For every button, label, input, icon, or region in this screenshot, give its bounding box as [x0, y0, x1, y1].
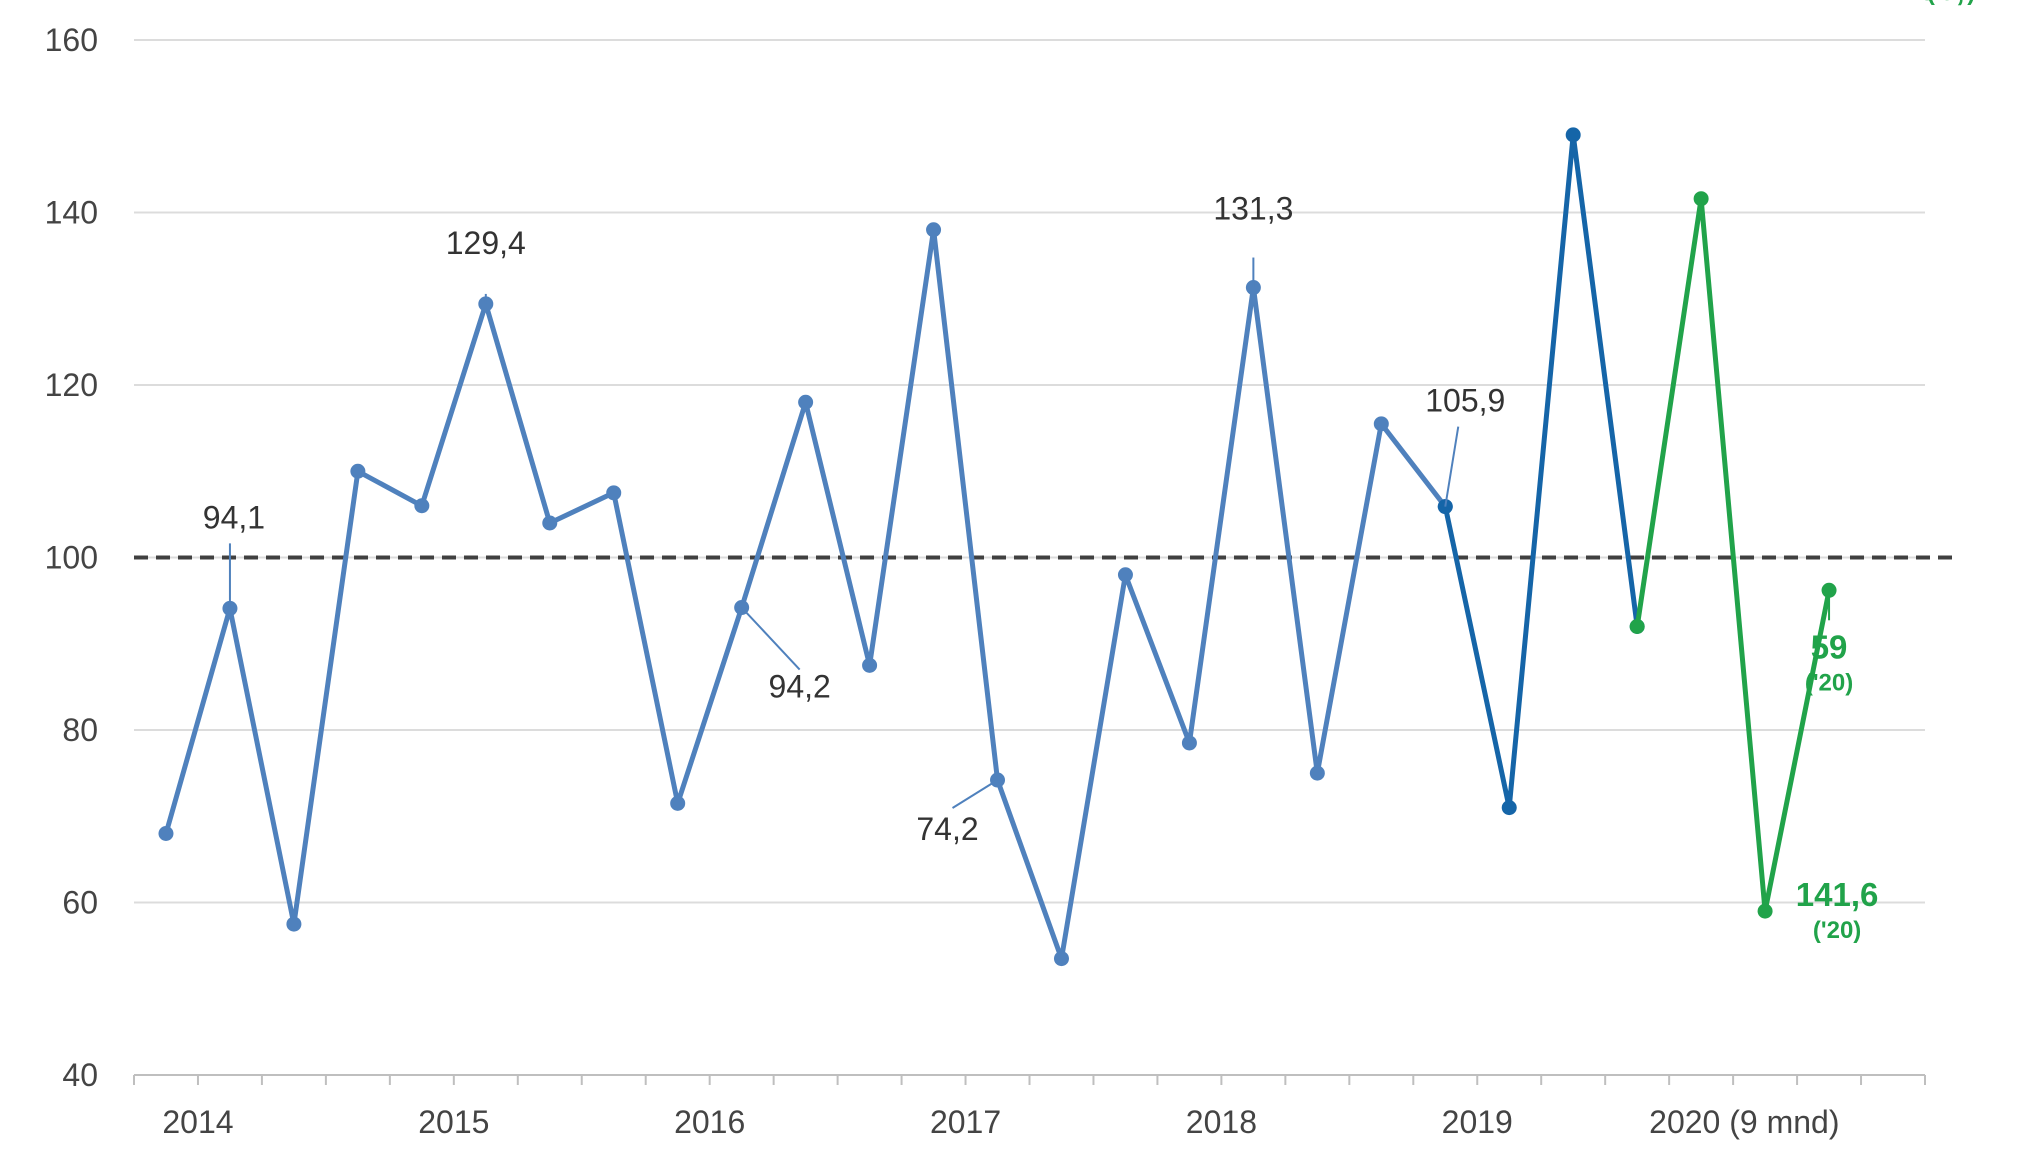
- data-point-0-2: [286, 916, 302, 932]
- series-line-2: [1634, 196, 1832, 914]
- data-point-2-1: [1693, 191, 1709, 207]
- data-point-0-8: [670, 795, 686, 811]
- data-point-0-19: [1373, 416, 1389, 432]
- data-label-4: 131,3: [1213, 191, 1293, 227]
- highlight-sublabel-1: ('20): [1805, 669, 1853, 696]
- highlight-sublabel-2: ('20): [1927, 0, 1975, 6]
- data-point-2-2: [1757, 903, 1773, 919]
- y-tick-label-60: 60: [62, 885, 98, 921]
- data-label-5: 105,9: [1425, 383, 1505, 419]
- highlight-sublabel-0: ('20): [1813, 917, 1861, 944]
- series-line-0: [163, 227, 1448, 962]
- x-tick-label-4: 2018: [1186, 1104, 1257, 1140]
- y-tick-label-100: 100: [45, 540, 98, 576]
- annotation-leader-3: [951, 779, 999, 809]
- data-point-1-2: [1565, 127, 1581, 143]
- data-point-0-4: [414, 498, 430, 514]
- data-point-0-15: [1117, 567, 1133, 583]
- x-tick-label-2: 2016: [674, 1104, 745, 1140]
- data-label-1: 129,4: [446, 225, 526, 261]
- data-label-3: 74,2: [916, 811, 978, 847]
- data-point-2-0: [1629, 619, 1645, 634]
- x-tick-label-1: 2015: [418, 1104, 489, 1140]
- highlight-label-0: 141,6: [1796, 876, 1879, 913]
- annotation-leader-2: [740, 606, 801, 671]
- x-tick-label-6: 2020 (9 mnd): [1649, 1104, 1839, 1140]
- data-point-0-18: [1309, 765, 1325, 781]
- data-point-0-10: [798, 394, 814, 410]
- x-tick-label-3: 2017: [930, 1104, 1001, 1140]
- y-tick-label-160: 160: [45, 22, 98, 58]
- data-label-0: 94,1: [203, 499, 265, 535]
- highlight-label-2: 96,2: [1919, 0, 1983, 7]
- data-point-0-6: [542, 515, 558, 531]
- data-label-2: 94,2: [769, 669, 831, 705]
- y-tick-label-120: 120: [45, 367, 98, 403]
- y-tick-label-40: 40: [62, 1057, 98, 1093]
- y-tick-label-140: 140: [45, 195, 98, 231]
- highlight-label-1: 59: [1811, 628, 1848, 665]
- annotation-leader-5: [1444, 426, 1460, 507]
- data-point-0-16: [1181, 735, 1197, 751]
- data-point-0-11: [862, 657, 878, 673]
- x-tick-label-0: 2014: [162, 1104, 233, 1140]
- data-point-0-7: [606, 485, 622, 501]
- x-tick-label-5: 2019: [1442, 1104, 1513, 1140]
- data-point-0-3: [350, 463, 366, 479]
- series-line-1: [1442, 132, 1640, 811]
- data-point-0-0: [158, 826, 174, 841]
- data-point-1-1: [1501, 800, 1517, 816]
- data-point-0-12: [926, 222, 942, 238]
- data-point-0-14: [1053, 951, 1069, 967]
- y-tick-label-80: 80: [62, 712, 98, 748]
